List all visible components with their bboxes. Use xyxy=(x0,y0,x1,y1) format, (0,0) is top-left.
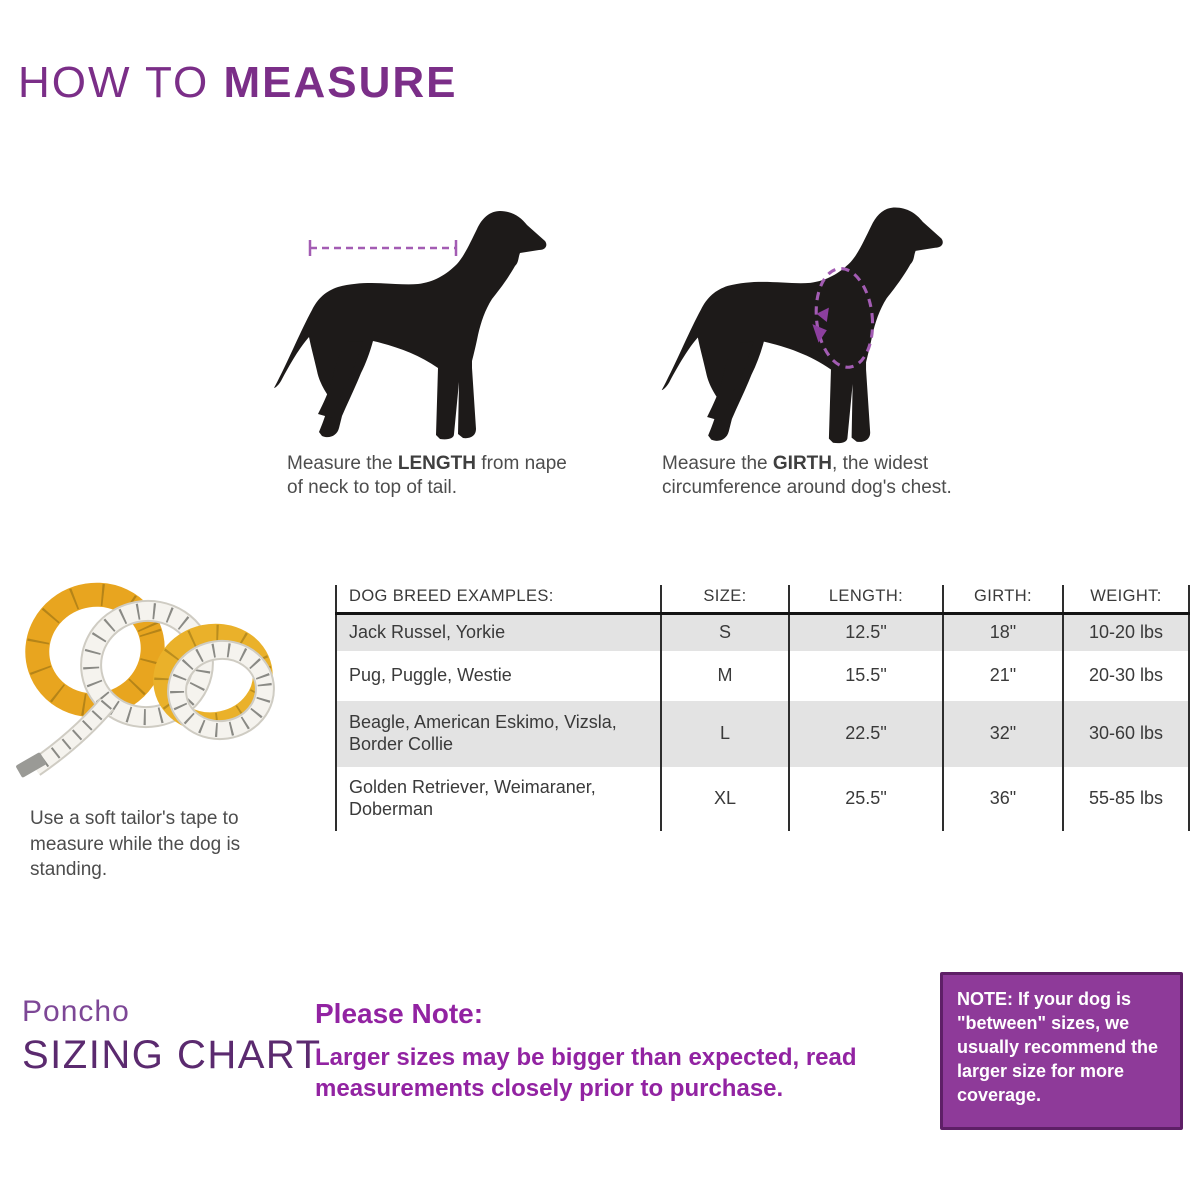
table-cell-girth: 32" xyxy=(942,701,1062,767)
tape-measure-figure xyxy=(15,572,285,792)
brand-block: Poncho SIZING CHART xyxy=(22,995,322,1078)
table-cell-weight: 10-20 lbs xyxy=(1062,615,1190,651)
dog-silhouette-girth-icon xyxy=(661,207,943,444)
brand-name: Poncho xyxy=(22,995,130,1028)
table-row: Beagle, American Eskimo, Vizsla, Border … xyxy=(335,701,1190,767)
girth-caption-pre: Measure the xyxy=(662,453,773,474)
column-header: SIZE: xyxy=(660,585,788,612)
table-cell-breeds: Beagle, American Eskimo, Vizsla, Border … xyxy=(335,701,660,767)
please-note-title: Please Note: xyxy=(315,998,484,1029)
girth-measure-ellipse xyxy=(812,267,875,369)
tape-measure-icon xyxy=(16,582,275,778)
between-sizes-note-box: NOTE: If your dog is "between" sizes, we… xyxy=(940,972,1183,1130)
table-cell-length: 25.5" xyxy=(788,767,942,831)
table-cell-girth: 18" xyxy=(942,615,1062,651)
please-note-block: Please Note: Larger sizes may be bigger … xyxy=(315,998,915,1104)
table-cell-girth: 21" xyxy=(942,651,1062,701)
table-cell-size: L xyxy=(660,701,788,767)
table-cell-girth: 36" xyxy=(942,767,1062,831)
please-note-body: Larger sizes may be bigger than expected… xyxy=(315,1044,857,1103)
length-caption-pre: Measure the xyxy=(287,453,398,474)
length-caption-bold: LENGTH xyxy=(397,453,477,474)
table-cell-length: 15.5" xyxy=(788,651,942,701)
table-row: Golden Retriever, Weimaraner, Doberman XL… xyxy=(335,767,1190,831)
dog-silhouette-length-icon xyxy=(274,211,547,440)
table-cell-weight: 55-85 lbs xyxy=(1062,767,1190,831)
table-cell-size: XL xyxy=(660,767,788,831)
sizing-table: DOG BREED EXAMPLES: SIZE: LENGTH: GIRTH: WEI… xyxy=(335,585,1190,831)
table-cell-weight: 30-60 lbs xyxy=(1062,701,1190,767)
table-body: Jack Russel, Yorkie S 12.5" 18" 10-20 lbs Pug… xyxy=(335,615,1190,831)
table-row: Pug, Puggle, Westie M 15.5" 21" 20-30 lbs xyxy=(335,651,1190,701)
table-cell-length: 12.5" xyxy=(788,615,942,651)
table-cell-breeds: Golden Retriever, Weimaraner, Doberman xyxy=(335,767,660,831)
column-header: DOG BREED EXAMPLES: xyxy=(335,585,660,612)
girth-caption-bold: GIRTH xyxy=(772,453,833,474)
page-title: HOW TO MEASURE xyxy=(18,58,458,108)
column-header: LENGTH: xyxy=(788,585,942,612)
girth-diagram xyxy=(655,192,945,450)
table-cell-length: 22.5" xyxy=(788,701,942,767)
page-title-emphasis: MEASURE xyxy=(223,58,458,107)
column-header: WEIGHT: xyxy=(1062,585,1190,612)
table-cell-weight: 20-30 lbs xyxy=(1062,651,1190,701)
page-title-prefix: HOW TO xyxy=(18,58,224,107)
girth-caption: Measure the GIRTH, the widest circumfere… xyxy=(662,452,972,501)
column-header: GIRTH: xyxy=(942,585,1062,612)
table-cell-breeds: Pug, Puggle, Westie xyxy=(335,651,660,701)
table-cell-breeds: Jack Russel, Yorkie xyxy=(335,615,660,651)
chart-label: SIZING CHART xyxy=(22,1033,322,1077)
length-measure-line xyxy=(308,240,458,256)
table-header-row: DOG BREED EXAMPLES: SIZE: LENGTH: GIRTH: WEI… xyxy=(335,585,1190,615)
table-cell-size: S xyxy=(660,615,788,651)
length-caption-post: from nape of neck to top of tail. xyxy=(287,453,567,499)
length-diagram xyxy=(268,196,548,446)
tape-usage-note: Use a soft tailor's tape to measure whil… xyxy=(30,808,241,881)
girth-caption-post: , the widest circumference around dog's … xyxy=(662,453,952,499)
table-row: Jack Russel, Yorkie S 12.5" 18" 10-20 lbs xyxy=(335,615,1190,651)
table-cell-size: M xyxy=(660,651,788,701)
length-caption: Measure the LENGTH from nape of neck to … xyxy=(287,452,587,501)
